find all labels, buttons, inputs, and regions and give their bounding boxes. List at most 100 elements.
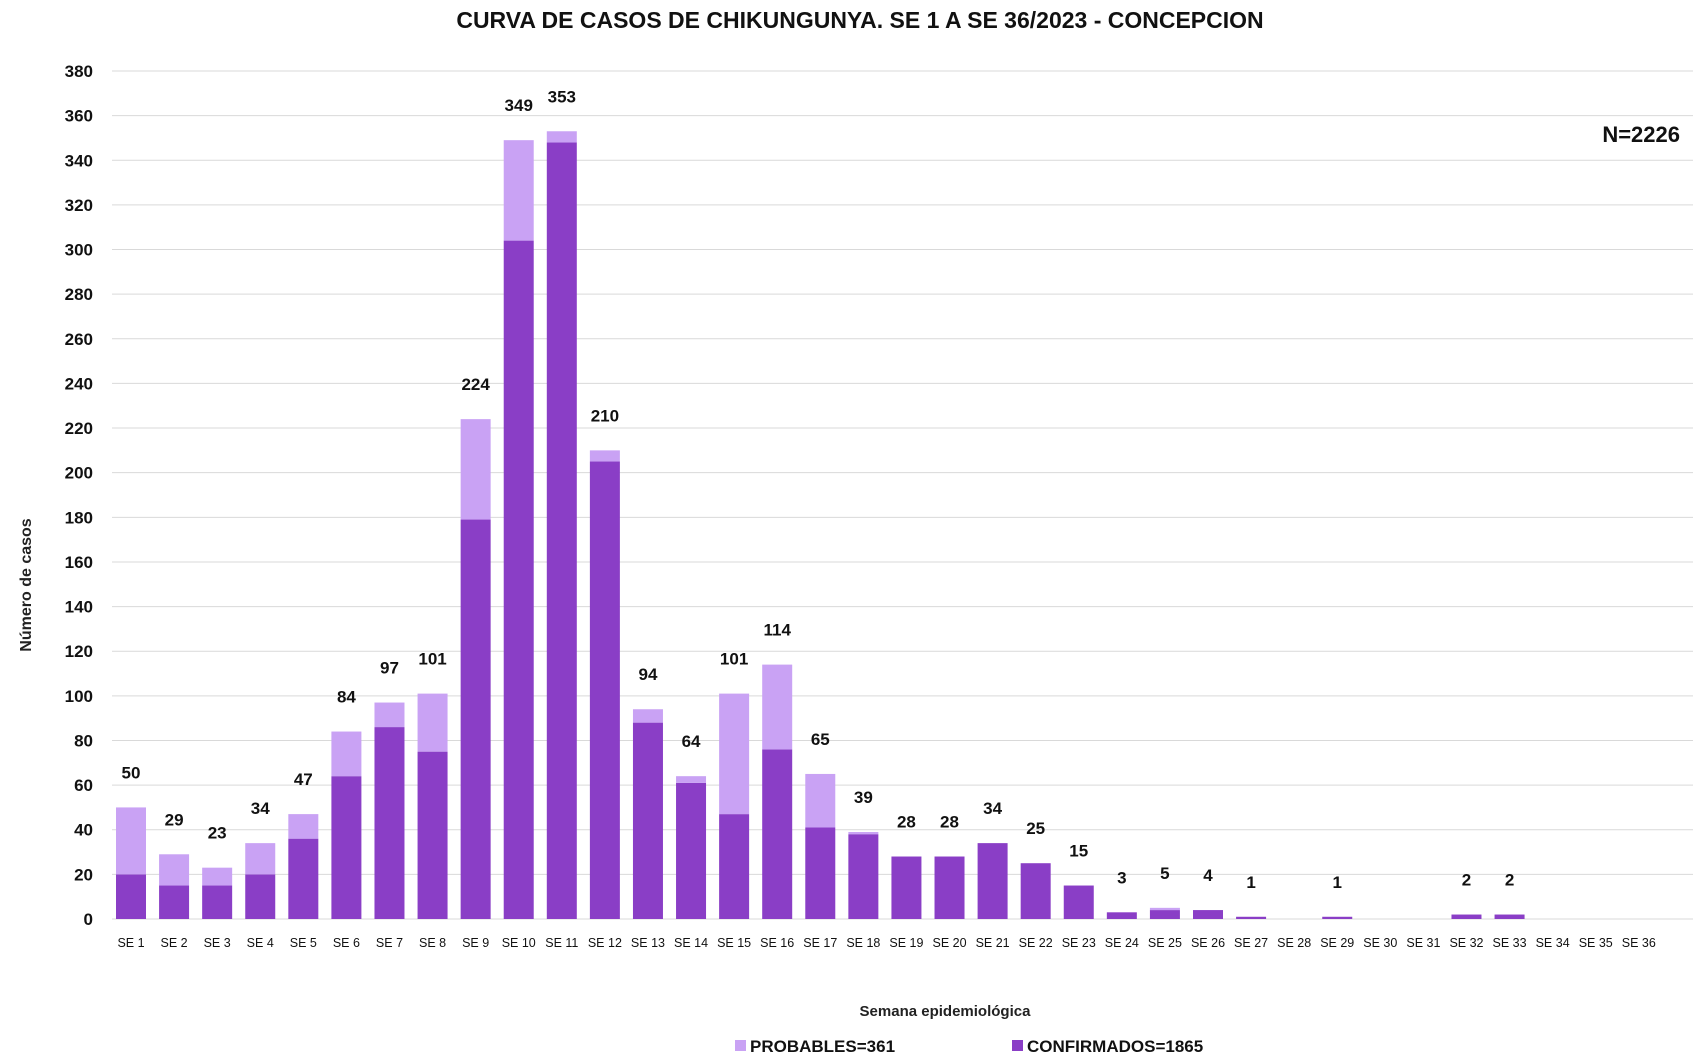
x-tick-label: SE 25 (1148, 936, 1182, 950)
data-label: 1 (1246, 873, 1255, 892)
x-axis-ticks: SE 1 SE 2 SE 3 SE 4 SE 5 SE 6 SE 7 SE 8 SE 9 SE 1… (117, 936, 1655, 950)
data-label: 1 (1333, 873, 1342, 892)
legend-swatch-confirmados (1012, 1040, 1023, 1051)
x-tick-label: SE 33 (1493, 936, 1527, 950)
x-tick-label: SE 19 (889, 936, 923, 950)
y-tick-label: 320 (65, 196, 93, 215)
y-tick-label: 200 (65, 464, 93, 483)
y-tick-label: 140 (65, 598, 93, 617)
bar-confirmados (977, 843, 1008, 919)
x-tick-label: SE 29 (1320, 936, 1354, 950)
bar-confirmados (202, 885, 233, 919)
bar-confirmados (762, 749, 793, 919)
bar-probables (202, 867, 233, 886)
bar-confirmados (1149, 910, 1180, 919)
y-tick-label: 40 (74, 821, 93, 840)
data-label: 64 (682, 732, 701, 751)
x-tick-label: SE 31 (1406, 936, 1440, 950)
bar-confirmados (546, 142, 577, 919)
bar-confirmados (934, 856, 965, 919)
x-tick-label: SE 30 (1363, 936, 1397, 950)
legend-label-confirmados: CONFIRMADOS=1865 (1027, 1037, 1203, 1056)
bar-confirmados (589, 461, 620, 919)
x-tick-label: SE 26 (1191, 936, 1225, 950)
x-tick-label: SE 35 (1579, 936, 1613, 950)
bar-confirmados (1322, 916, 1353, 919)
data-label: 15 (1069, 842, 1088, 861)
bar-confirmados (891, 856, 922, 919)
x-tick-label: SE 22 (1019, 936, 1053, 950)
bar-confirmados (1063, 885, 1094, 919)
bar-probables (805, 773, 836, 828)
data-label: 101 (418, 650, 446, 669)
bar-probables (374, 702, 405, 728)
legend-swatch-probables (735, 1040, 746, 1051)
bar-confirmados (719, 814, 750, 919)
x-tick-label: SE 28 (1277, 936, 1311, 950)
bar-probables (676, 776, 707, 783)
x-tick-label: SE 32 (1449, 936, 1483, 950)
x-tick-label: SE 27 (1234, 936, 1268, 950)
bar-confirmados (288, 838, 319, 919)
data-label: 84 (337, 688, 356, 707)
y-axis-ticks: 0 20 40 60 80 100 120 140 160 180 200 220 240 260 280 3… (65, 62, 93, 929)
bar-confirmados (805, 827, 836, 919)
x-tick-label: SE 23 (1062, 936, 1096, 950)
bar-confirmados (460, 519, 491, 919)
x-tick-label: SE 2 (161, 936, 188, 950)
bar-confirmados (159, 885, 190, 919)
bar-confirmados (848, 834, 879, 919)
y-tick-label: 160 (65, 553, 93, 572)
bar-confirmados (116, 874, 146, 919)
data-label: 34 (983, 799, 1002, 818)
data-label: 97 (380, 659, 399, 678)
bar-confirmados (1236, 916, 1267, 919)
x-tick-label: SE 15 (717, 936, 751, 950)
bar-confirmados (1193, 910, 1223, 919)
x-tick-label: SE 9 (462, 936, 489, 950)
bar-probables (546, 131, 577, 143)
y-tick-label: 120 (65, 642, 93, 661)
x-tick-label: SE 1 (117, 936, 144, 950)
data-label: 39 (854, 788, 873, 807)
y-tick-label: 80 (74, 731, 93, 750)
bar-probables (159, 854, 190, 886)
x-tick-label: SE 10 (502, 936, 536, 950)
bar-probables (589, 450, 620, 462)
y-tick-label: 380 (65, 62, 93, 81)
y-tick-label: 60 (74, 776, 93, 795)
total-cases-annotation: N=2226 (1602, 122, 1680, 147)
bar-probables (1149, 907, 1180, 911)
y-tick-label: 300 (65, 241, 93, 260)
y-tick-label: 180 (65, 508, 93, 527)
y-tick-label: 0 (84, 910, 93, 929)
data-label: 5 (1160, 864, 1169, 883)
bars (116, 131, 1525, 920)
data-label: 94 (638, 665, 657, 684)
x-tick-label: SE 36 (1622, 936, 1656, 950)
data-label: 353 (548, 87, 576, 106)
x-tick-label: SE 4 (247, 936, 274, 950)
data-label: 210 (591, 406, 619, 425)
x-tick-label: SE 16 (760, 936, 794, 950)
bar-probables (848, 831, 879, 835)
x-tick-label: SE 3 (204, 936, 231, 950)
data-label: 2 (1462, 871, 1471, 890)
x-tick-label: SE 14 (674, 936, 708, 950)
data-label: 2 (1505, 871, 1514, 890)
x-tick-label: SE 24 (1105, 936, 1139, 950)
y-tick-label: 280 (65, 285, 93, 304)
x-tick-label: SE 13 (631, 936, 665, 950)
bar-probables (288, 814, 319, 839)
legend-label-probables: PROBABLES=361 (750, 1037, 895, 1056)
bar-probables (632, 709, 663, 723)
y-tick-label: 240 (65, 374, 93, 393)
bar-probables (503, 140, 534, 241)
y-tick-label: 100 (65, 687, 93, 706)
x-tick-label: SE 5 (290, 936, 317, 950)
data-label: 4 (1203, 866, 1213, 885)
data-label: 114 (763, 621, 791, 640)
bar-confirmados (676, 782, 707, 919)
